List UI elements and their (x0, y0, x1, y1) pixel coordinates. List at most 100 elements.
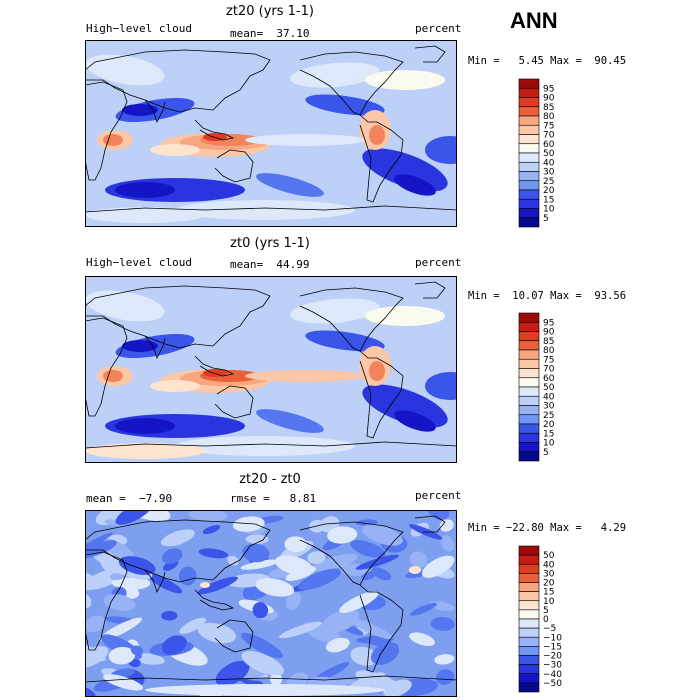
panel-3-colorbar-swatch (518, 646, 540, 656)
panel-3-colorbar-tick-label: 15 (543, 588, 554, 598)
panel-3-colorbar-swatch (518, 609, 540, 620)
panel-3-colorbar-swatch (518, 591, 540, 602)
panel-2-variable-label: High−level cloud (86, 256, 192, 269)
panel-2-colorbar-swatch (518, 312, 540, 323)
panel-1-colorbar-tick-label: 60 (543, 140, 555, 150)
panel-2-colorbar-tick-label: 5 (543, 448, 549, 458)
panel-1-title: zt20 (yrs 1-1) (226, 4, 314, 19)
panel-3-map-coastlines (85, 515, 457, 683)
panel-2-colorbar-tick-label: 25 (543, 411, 554, 421)
panel-2-colorbar-swatch (518, 349, 540, 360)
panel-3-colorbar-tick-label: −10 (543, 633, 562, 643)
panel-2-colorbar-tick-label: 20 (543, 420, 555, 430)
panel-1-colorbar-tick-label: 85 (543, 103, 554, 113)
panel-1-map-coastlines (85, 45, 457, 213)
panel-2-colorbar-tick-label: 95 (543, 318, 554, 328)
panel-3-colorbar-tick-label: 10 (543, 597, 555, 607)
panel-1-colorbar-swatch (518, 217, 540, 228)
panel-1-units-label: percent (415, 22, 462, 35)
panel-1-colorbar-swatch (518, 124, 540, 135)
panel-3-colorbar-swatch (518, 682, 540, 693)
panel-2-colorbar-tick-label: 90 (543, 328, 555, 338)
panel-3-colorbar-tick-label: −40 (543, 670, 562, 680)
panel-3-colorbar-swatch (518, 636, 540, 647)
panel-2-colorbar-swatch (518, 358, 540, 369)
panel-3-colorbar-tick-label: 40 (543, 560, 555, 570)
panel-1-variable-label: High−level cloud (86, 22, 192, 35)
panel-2-colorbar-tick-label: 15 (543, 429, 554, 439)
panel-2-colorbar-swatch (518, 395, 540, 406)
panel-1-colorbar-swatch (518, 134, 540, 145)
panel-2-colorbar-tick-label: 70 (543, 365, 555, 375)
panel-3-rmse-label: rmse = 8.81 (230, 492, 317, 505)
panel-1-colorbar-swatch (518, 152, 540, 163)
panel-2-units-label: percent (415, 256, 462, 269)
panel-2-colorbar-tick-label: 85 (543, 337, 554, 347)
panel-1-colorbar-tick-label: 75 (543, 121, 554, 131)
panel-1-map-frame (85, 40, 457, 227)
panel-2-map-coastlines (85, 281, 457, 449)
panel-3-map-frame (85, 510, 457, 697)
panel-1-colorbar-tick-label: 80 (543, 112, 555, 122)
panel-1-colorbar-swatch (518, 189, 540, 200)
panel-1-colorbar-tick-label: 5 (543, 214, 549, 224)
panel-1-colorbar-swatch (518, 78, 540, 89)
panel-2-minmax: Min = 10.07 Max = 93.56 (468, 290, 627, 302)
panel-1-colorbar-swatch (518, 106, 540, 117)
panel-3-colorbar-swatch (518, 655, 540, 665)
panel-3-colorbar-swatch (518, 573, 540, 583)
panel-2-map-frame (85, 276, 457, 463)
panel-2-colorbar-swatch (518, 442, 540, 453)
panel-1-colorbar-swatch (518, 161, 540, 172)
panel-3-colorbar-tick-label: 50 (543, 551, 555, 561)
panel-2-colorbar-swatch (518, 451, 540, 462)
panel-1-colorbar-swatch (518, 115, 540, 126)
panel-3-mean-label: mean = −7.90 (86, 492, 173, 505)
panel-1-colorbar-tick-label: 20 (543, 186, 555, 196)
panel-2-colorbar-swatch (518, 423, 540, 434)
panel-1-colorbar-tick-label: 50 (543, 149, 555, 159)
panel-1-colorbar-swatch (518, 180, 540, 191)
panel-2-colorbar-swatch (518, 368, 540, 379)
panel-3-colorbar-tick-label: −20 (543, 652, 562, 662)
panel-2-colorbar-tick-label: 80 (543, 346, 555, 356)
panel-1-colorbar-tick-label: 40 (543, 158, 555, 168)
panel-1-colorbar-tick-label: 25 (543, 177, 554, 187)
panel-3-colorbar-swatch (518, 545, 540, 556)
panel-3-colorbar-swatch (518, 600, 540, 611)
panel-3-map (85, 510, 457, 697)
panel-1-colorbar-tick-label: 95 (543, 84, 554, 94)
panel-3-colorbar-tick-label: 5 (543, 606, 549, 616)
panel-3-colorbar-tick-label: −50 (543, 679, 562, 689)
panel-2-colorbar-tick-label: 75 (543, 355, 554, 365)
panel-2-map (85, 276, 457, 463)
panel-2-colorbar-swatch (518, 340, 540, 351)
panel-1-colorbar-tick-label: 30 (543, 168, 555, 178)
panel-2-colorbar-swatch (518, 405, 540, 416)
panel-3-title: zt20 - zt0 (239, 472, 301, 487)
panel-1-minmax: Min = 5.45 Max = 90.45 (468, 55, 627, 67)
panel-3-colorbar-tick-label: 20 (543, 579, 555, 589)
panel-1-colorbar-tick-label: 15 (543, 195, 554, 205)
panel-3-colorbar-swatch (518, 664, 540, 675)
panel-2-title: zt0 (yrs 1-1) (230, 236, 310, 251)
panel-3-colorbar-swatch (518, 582, 540, 592)
panel-1-colorbar-swatch (518, 198, 540, 209)
panel-2-colorbar-swatch (518, 331, 540, 342)
panel-3-colorbar-tick-label: 30 (543, 569, 555, 579)
panel-2-colorbar-swatch (518, 386, 540, 397)
panel-1-colorbar-tick-label: 70 (543, 131, 555, 141)
panel-3-colorbar-tick-label: −5 (543, 624, 556, 634)
panel-1-colorbar-swatch (518, 97, 540, 108)
season-label: ANN (510, 8, 558, 33)
panel-3-colorbar-swatch (518, 563, 540, 574)
panel-1-colorbar-swatch (518, 171, 540, 182)
panel-3-units-label: percent (415, 489, 462, 502)
panel-2-colorbar-tick-label: 30 (543, 402, 555, 412)
panel-2-colorbar-tick-label: 40 (543, 392, 555, 402)
panel-1-map (85, 40, 457, 227)
panel-1-colorbar-tick-label: 90 (543, 94, 555, 104)
